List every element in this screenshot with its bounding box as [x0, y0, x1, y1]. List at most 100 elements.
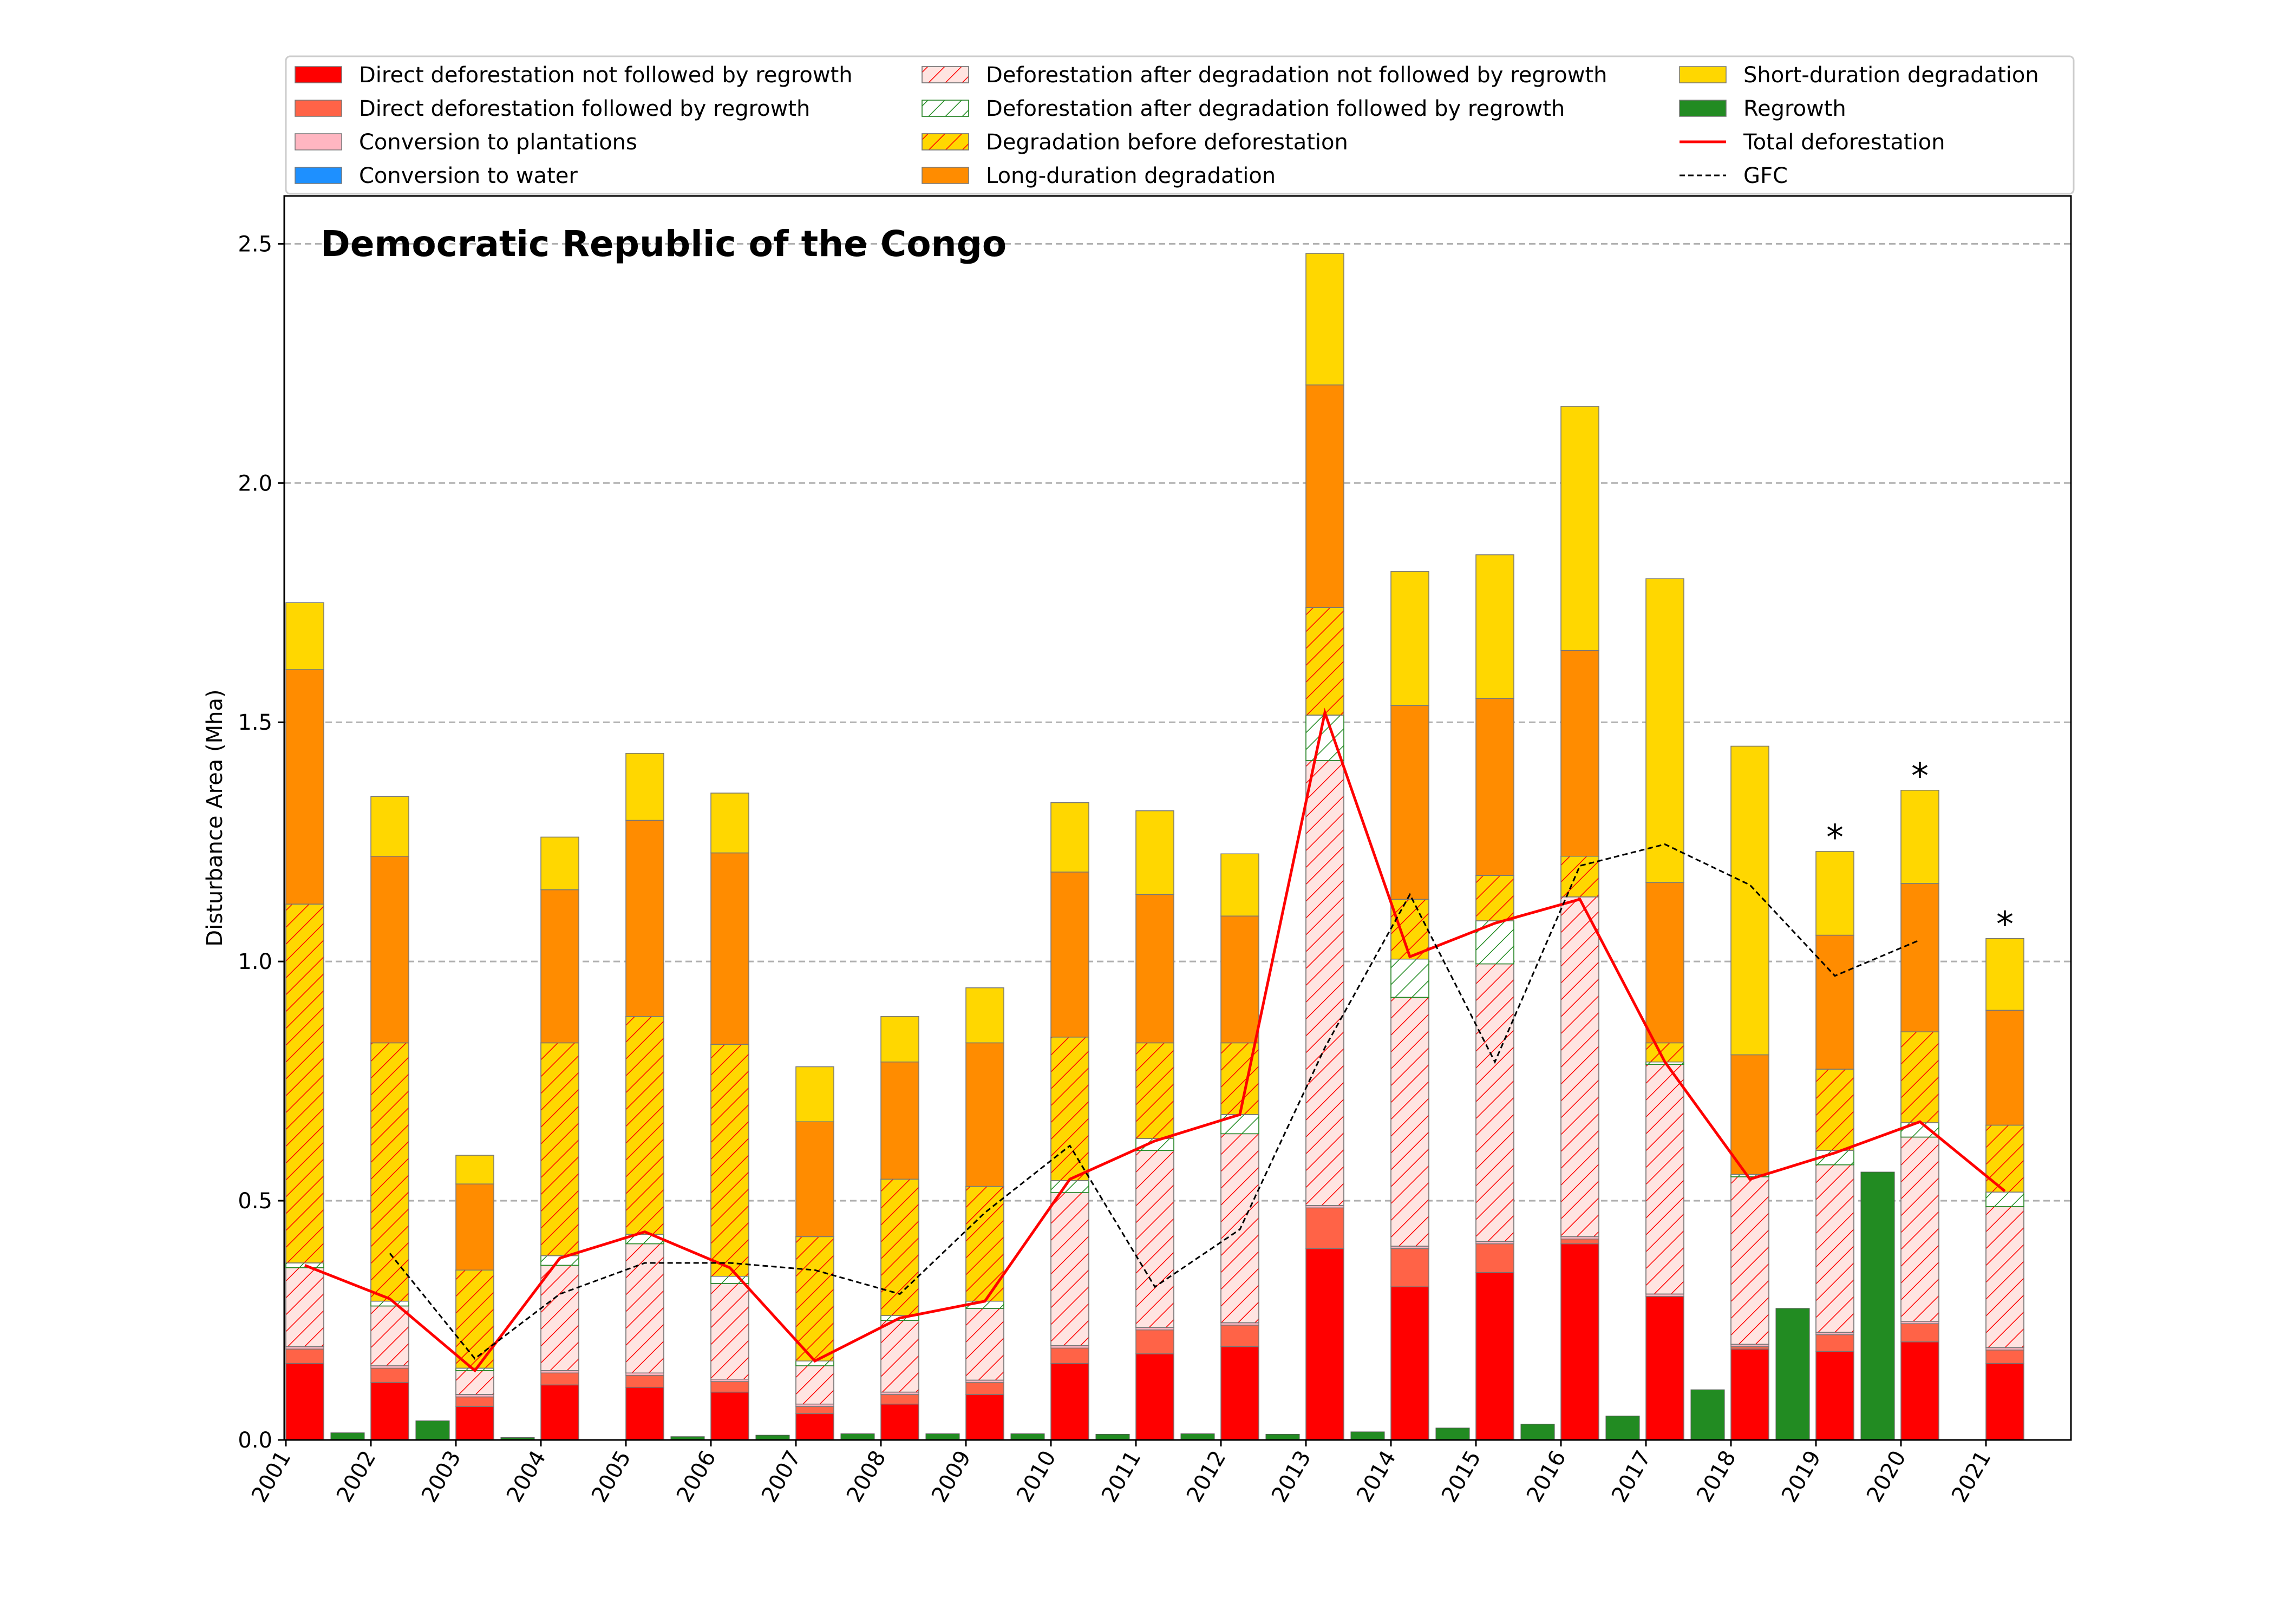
bar-segment-2014-0 — [1390, 1286, 1429, 1440]
bar-segment-2015-7 — [1475, 698, 1514, 876]
bar-segment-2014-4 — [1390, 997, 1429, 1247]
bar-segment-2018-4 — [1730, 1176, 1769, 1345]
regrowth-bar-2018 — [1775, 1308, 1810, 1440]
legend-item-6: Degradation before deforestation — [922, 130, 1348, 155]
x-tick-label-2017: 2017 — [1607, 1446, 1656, 1507]
bar-segment-2005-4 — [625, 1243, 664, 1374]
bar-segment-2002-5 — [370, 1300, 409, 1307]
bar-segment-2013-8 — [1305, 253, 1344, 385]
asterisks: * * * — [1826, 757, 2014, 945]
bar-segment-2002-4 — [370, 1305, 409, 1366]
y-tick-label-1: 0.5 — [238, 1189, 272, 1214]
bar-segment-2005-6 — [625, 1016, 664, 1235]
bar-segment-2002-6 — [370, 1042, 409, 1302]
bar-segment-2008-4 — [880, 1320, 919, 1393]
bar-segment-2003-6 — [455, 1269, 494, 1369]
regrowth-bar-2019 — [1860, 1171, 1895, 1440]
bar-segment-2010-5 — [1050, 1180, 1089, 1193]
bar-segment-2021-7 — [1985, 1010, 2024, 1126]
bar-segment-2013-6 — [1305, 607, 1344, 716]
bar-segment-2021-1 — [1985, 1350, 2024, 1364]
bar-segment-2011-5 — [1135, 1138, 1174, 1151]
bar-segment-2013-4 — [1305, 760, 1344, 1206]
x-tick-label-2009: 2009 — [927, 1446, 976, 1507]
bar-segment-2006-0 — [710, 1391, 749, 1440]
chart-title: Democratic Republic of the Congo — [321, 223, 1007, 265]
bar-segment-2007-8 — [795, 1066, 834, 1122]
svg-text:Conversion to plantations: Conversion to plantations — [359, 130, 637, 155]
legend-item-0: Direct deforestation not followed by reg… — [295, 63, 853, 88]
bar-segment-2020-1 — [1900, 1323, 1939, 1343]
bar-segment-2015-0 — [1475, 1272, 1514, 1440]
bars — [285, 253, 2024, 1440]
bar-segment-2018-0 — [1730, 1348, 1769, 1440]
bar-segment-2020-6 — [1900, 1031, 1939, 1123]
svg-text:GFC: GFC — [1743, 163, 1788, 188]
bar-segment-2007-0 — [795, 1413, 834, 1440]
bar-segment-2011-0 — [1135, 1353, 1174, 1440]
svg-text:Deforestation after degradatio: Deforestation after degradation not foll… — [986, 63, 1607, 88]
bar-segment-2007-7 — [795, 1121, 834, 1237]
bar-segment-2002-8 — [370, 796, 409, 857]
regrowth-bar-2008 — [925, 1433, 960, 1440]
bar-segment-2001-7 — [285, 669, 324, 905]
x-tick-label-2008: 2008 — [842, 1446, 891, 1507]
svg-text:Deforestation after degradatio: Deforestation after degradation followed… — [986, 96, 1565, 121]
bar-segment-2007-6 — [795, 1236, 834, 1361]
y-tick-label-5: 2.5 — [238, 232, 272, 257]
bar-segment-2017-6 — [1645, 1042, 1684, 1063]
legend-item-1: Direct deforestation followed by regrowt… — [295, 96, 810, 121]
bar-segment-2011-4 — [1135, 1150, 1174, 1328]
x-tick-label-2015: 2015 — [1437, 1446, 1486, 1507]
bar-segment-2015-4 — [1475, 963, 1514, 1242]
legend-item-7: Long-duration degradation — [922, 163, 1276, 188]
bar-segment-2001-0 — [285, 1363, 324, 1440]
bar-segment-2021-5 — [1985, 1191, 2024, 1207]
bar-segment-2003-1 — [455, 1396, 494, 1407]
bar-segment-2014-1 — [1390, 1248, 1429, 1287]
bar-segment-2012-0 — [1220, 1346, 1259, 1440]
bar-segment-2015-8 — [1475, 554, 1514, 699]
bar-segment-2012-1 — [1220, 1325, 1259, 1347]
bar-segment-2010-0 — [1050, 1363, 1089, 1440]
regrowth-bar-2012 — [1265, 1433, 1300, 1440]
bar-segment-2013-0 — [1305, 1248, 1344, 1440]
regrowth-bar-2016 — [1605, 1416, 1640, 1440]
x-tick-label-2012: 2012 — [1182, 1446, 1231, 1507]
bar-segment-2004-1 — [540, 1372, 579, 1386]
svg-text:Regrowth: Regrowth — [1743, 96, 1846, 121]
lines — [304, 708, 2006, 1373]
bar-segment-2011-8 — [1135, 810, 1174, 895]
gfc-line — [389, 843, 1920, 1360]
bar-segment-2010-4 — [1050, 1192, 1089, 1346]
bar-segment-2004-0 — [540, 1384, 579, 1440]
bar-segment-2005-1 — [625, 1374, 664, 1388]
x-tick-label-2010: 2010 — [1012, 1446, 1061, 1507]
bar-segment-2004-8 — [540, 836, 579, 890]
bar-segment-2015-1 — [1475, 1243, 1514, 1273]
bar-segment-2004-4 — [540, 1265, 579, 1371]
bar-segment-2001-6 — [285, 903, 324, 1263]
x-tick-label-2004: 2004 — [502, 1446, 551, 1507]
bar-segment-2011-1 — [1135, 1329, 1174, 1354]
bar-segment-2016-8 — [1560, 406, 1599, 651]
bar-segment-2020-0 — [1900, 1341, 1939, 1440]
total-deforestation-line — [304, 708, 2006, 1373]
bar-segment-2002-7 — [370, 855, 409, 1044]
bar-segment-2017-4 — [1645, 1064, 1684, 1295]
regrowth-bar-2002 — [415, 1420, 450, 1440]
regrowth-bar-2013 — [1350, 1431, 1385, 1440]
bar-segment-2020-7 — [1900, 883, 1939, 1032]
legend-item-8: Short-duration degradation — [1679, 63, 2039, 88]
x-tick-label-2019: 2019 — [1777, 1446, 1826, 1507]
bar-segment-2009-1 — [965, 1382, 1004, 1395]
regrowth-bar-2007 — [840, 1433, 875, 1440]
bar-segment-2016-0 — [1560, 1243, 1599, 1440]
bar-segment-2003-7 — [455, 1183, 494, 1271]
bar-segment-2005-8 — [625, 752, 664, 821]
bar-segment-2017-0 — [1645, 1296, 1684, 1440]
bar-segment-2006-7 — [710, 852, 749, 1045]
bar-segment-2008-8 — [880, 1016, 919, 1063]
bar-segment-2003-8 — [455, 1155, 494, 1184]
legend-frame — [285, 55, 2075, 195]
